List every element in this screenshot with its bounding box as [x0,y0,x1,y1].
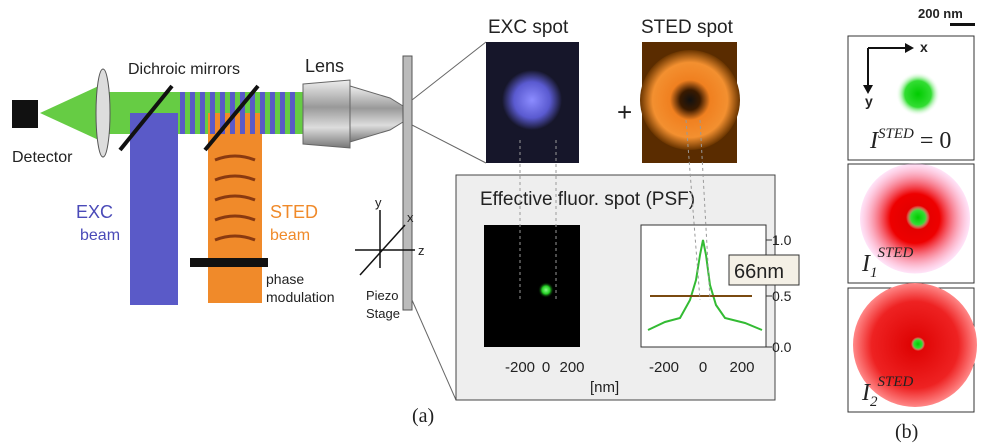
spot [911,337,925,351]
stripe [290,92,295,134]
stripe [250,92,255,134]
tick-label: -200 [505,359,535,376]
stripe [280,92,285,134]
tick-label: 0.0 [772,339,792,355]
scale-label: 200 nm [918,6,963,21]
math-sub: 1 [870,265,878,281]
axis-label: x [920,39,928,55]
scale-bar [950,23,975,26]
label: Detector [12,149,73,166]
sted-spot [640,50,740,150]
stripe [270,92,275,134]
tick-label: 0.5 [772,288,792,304]
label: EXC [76,202,113,222]
axis-label: [nm] [590,379,619,396]
label: EXC spot [488,17,569,38]
stripe [200,92,205,134]
objective [350,86,403,142]
label: beam [270,227,310,244]
spot [896,72,940,116]
label: Dichroic mirrors [128,61,240,78]
panel-label: (b) [895,421,918,443]
psf-image [484,225,580,347]
sample-plate [403,56,412,310]
tick-label: 1.0 [772,232,792,248]
psf-spot [538,282,554,298]
label: Piezo [366,288,399,303]
stripe [210,92,215,134]
tick-label: 200 [559,359,584,376]
label: Stage [366,306,400,321]
axis-label: y [865,93,873,109]
label: z [418,243,425,258]
label: 66nm [734,261,784,283]
exc-spot [502,70,562,130]
tick-label: 0 [699,359,707,376]
tick-label: 200 [729,359,754,376]
exc-beam [130,113,178,305]
math-sub: 2 [870,394,878,410]
math-rest: = 0 [914,128,952,154]
label: STED spot [641,17,734,38]
math-sup: STED [878,245,914,261]
label: modulation [266,289,335,305]
spot [906,206,930,230]
lens-element [96,69,110,157]
label: Lens [305,56,344,76]
figure: Detector Dichroic mirrors Lens EXC beam … [0,0,983,448]
plus: + [617,97,632,127]
label: phase [266,271,304,287]
green-beam [40,84,103,142]
phase-plate [190,258,268,267]
stripe [190,92,195,134]
stripe [180,92,185,134]
label: x [407,210,414,225]
math-sup: STED [878,374,914,390]
stripe [240,92,245,134]
tick-label: -200 [649,359,679,376]
panel-label: (a) [412,405,434,427]
label: STED [270,202,318,222]
stripe [260,92,265,134]
label: y [375,195,382,210]
label: beam [80,227,120,244]
detector [12,100,38,128]
objective [303,80,350,148]
label: Effective fluor. spot (PSF) [480,189,695,210]
sted-beam [208,113,262,303]
setup: Detector Dichroic mirrors Lens EXC beam … [12,56,425,321]
tick-label: 0 [542,359,550,376]
math-sup: STED [878,126,914,142]
